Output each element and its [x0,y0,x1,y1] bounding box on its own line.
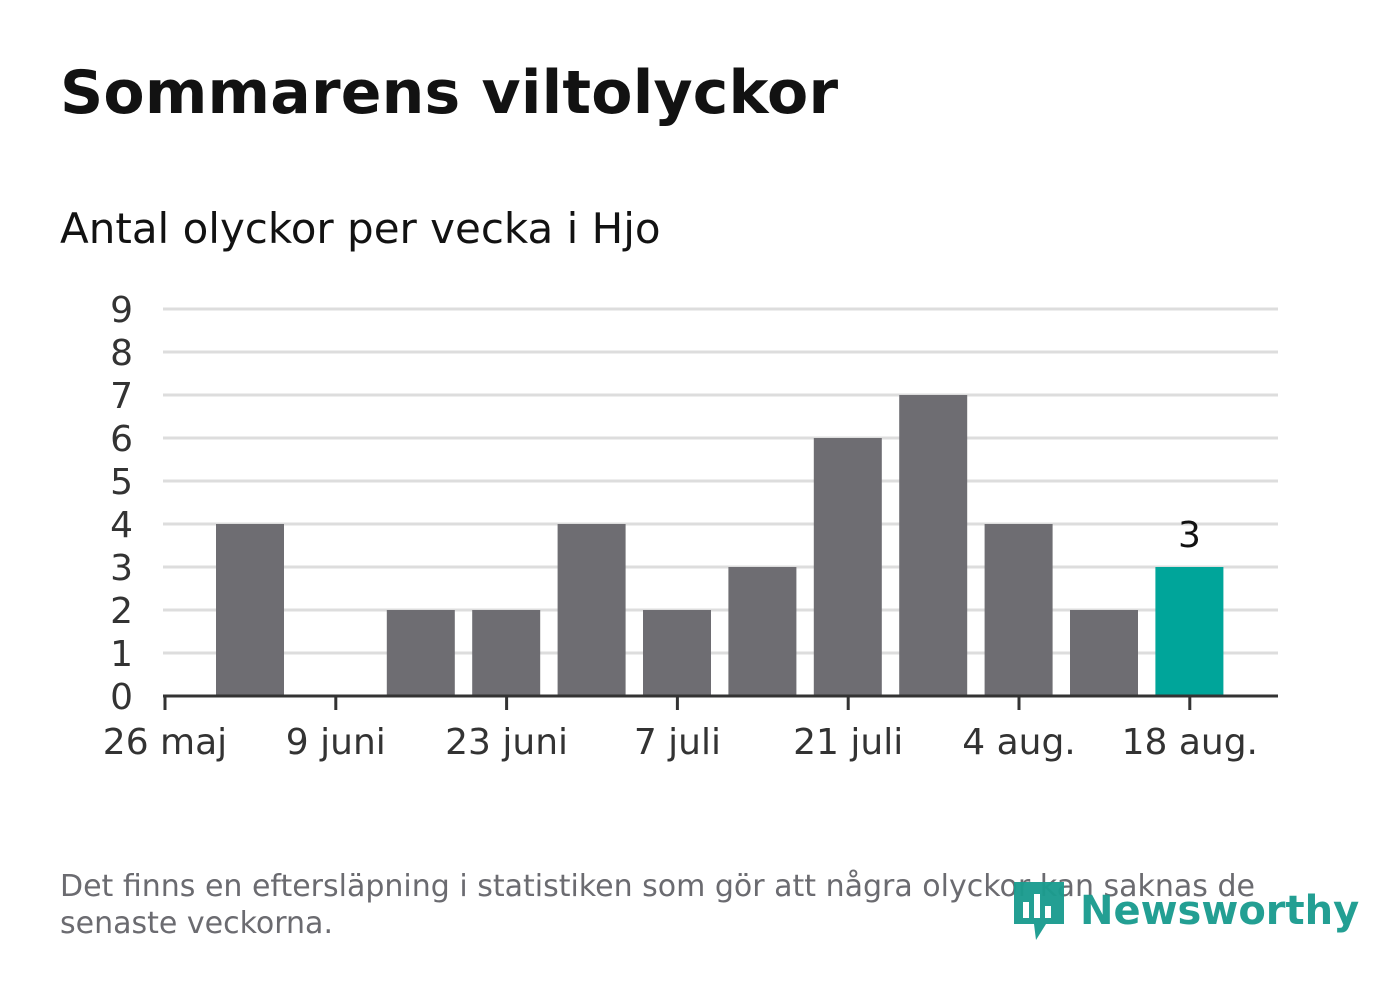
x-tick-label: 21 juli [793,722,903,763]
x-tick-label: 18 aug. [1122,722,1258,763]
y-tick-label: 9 [110,290,133,331]
y-tick-label: 4 [110,505,133,546]
y-tick-label: 8 [110,333,133,374]
bar [643,610,711,696]
y-tick-label: 5 [110,462,133,503]
bar [1070,610,1138,696]
bar [216,524,284,696]
y-tick-label: 3 [110,548,133,589]
y-tick-label: 7 [110,376,133,417]
bar [386,610,455,696]
x-tick-label: 26 maj [103,722,227,763]
x-tick-label: 4 aug. [962,722,1076,763]
bar [1155,567,1224,696]
bar [813,438,882,696]
bar [899,395,968,696]
newsworthy-logo-icon [1014,882,1064,940]
y-tick-label: 1 [110,634,133,675]
bar [984,524,1053,696]
y-tick-label: 6 [110,419,133,460]
bar [557,524,626,696]
x-tick-label: 7 juli [634,722,721,763]
y-tick-label: 0 [110,677,133,718]
brand-name: Newsworthy [1080,888,1360,934]
bar [472,610,541,696]
data-label: 3 [1178,515,1201,556]
x-tick-label: 9 juni [286,722,386,763]
x-tick-label: 23 juni [445,722,568,763]
newsworthy-brand: Newsworthy [1010,876,1359,946]
bar [728,567,797,696]
chart-title: Sommarens viltolyckor [60,58,839,128]
y-tick-label: 2 [110,591,133,632]
chart-subtitle: Antal olyckor per vecka i Hjo [60,204,661,253]
